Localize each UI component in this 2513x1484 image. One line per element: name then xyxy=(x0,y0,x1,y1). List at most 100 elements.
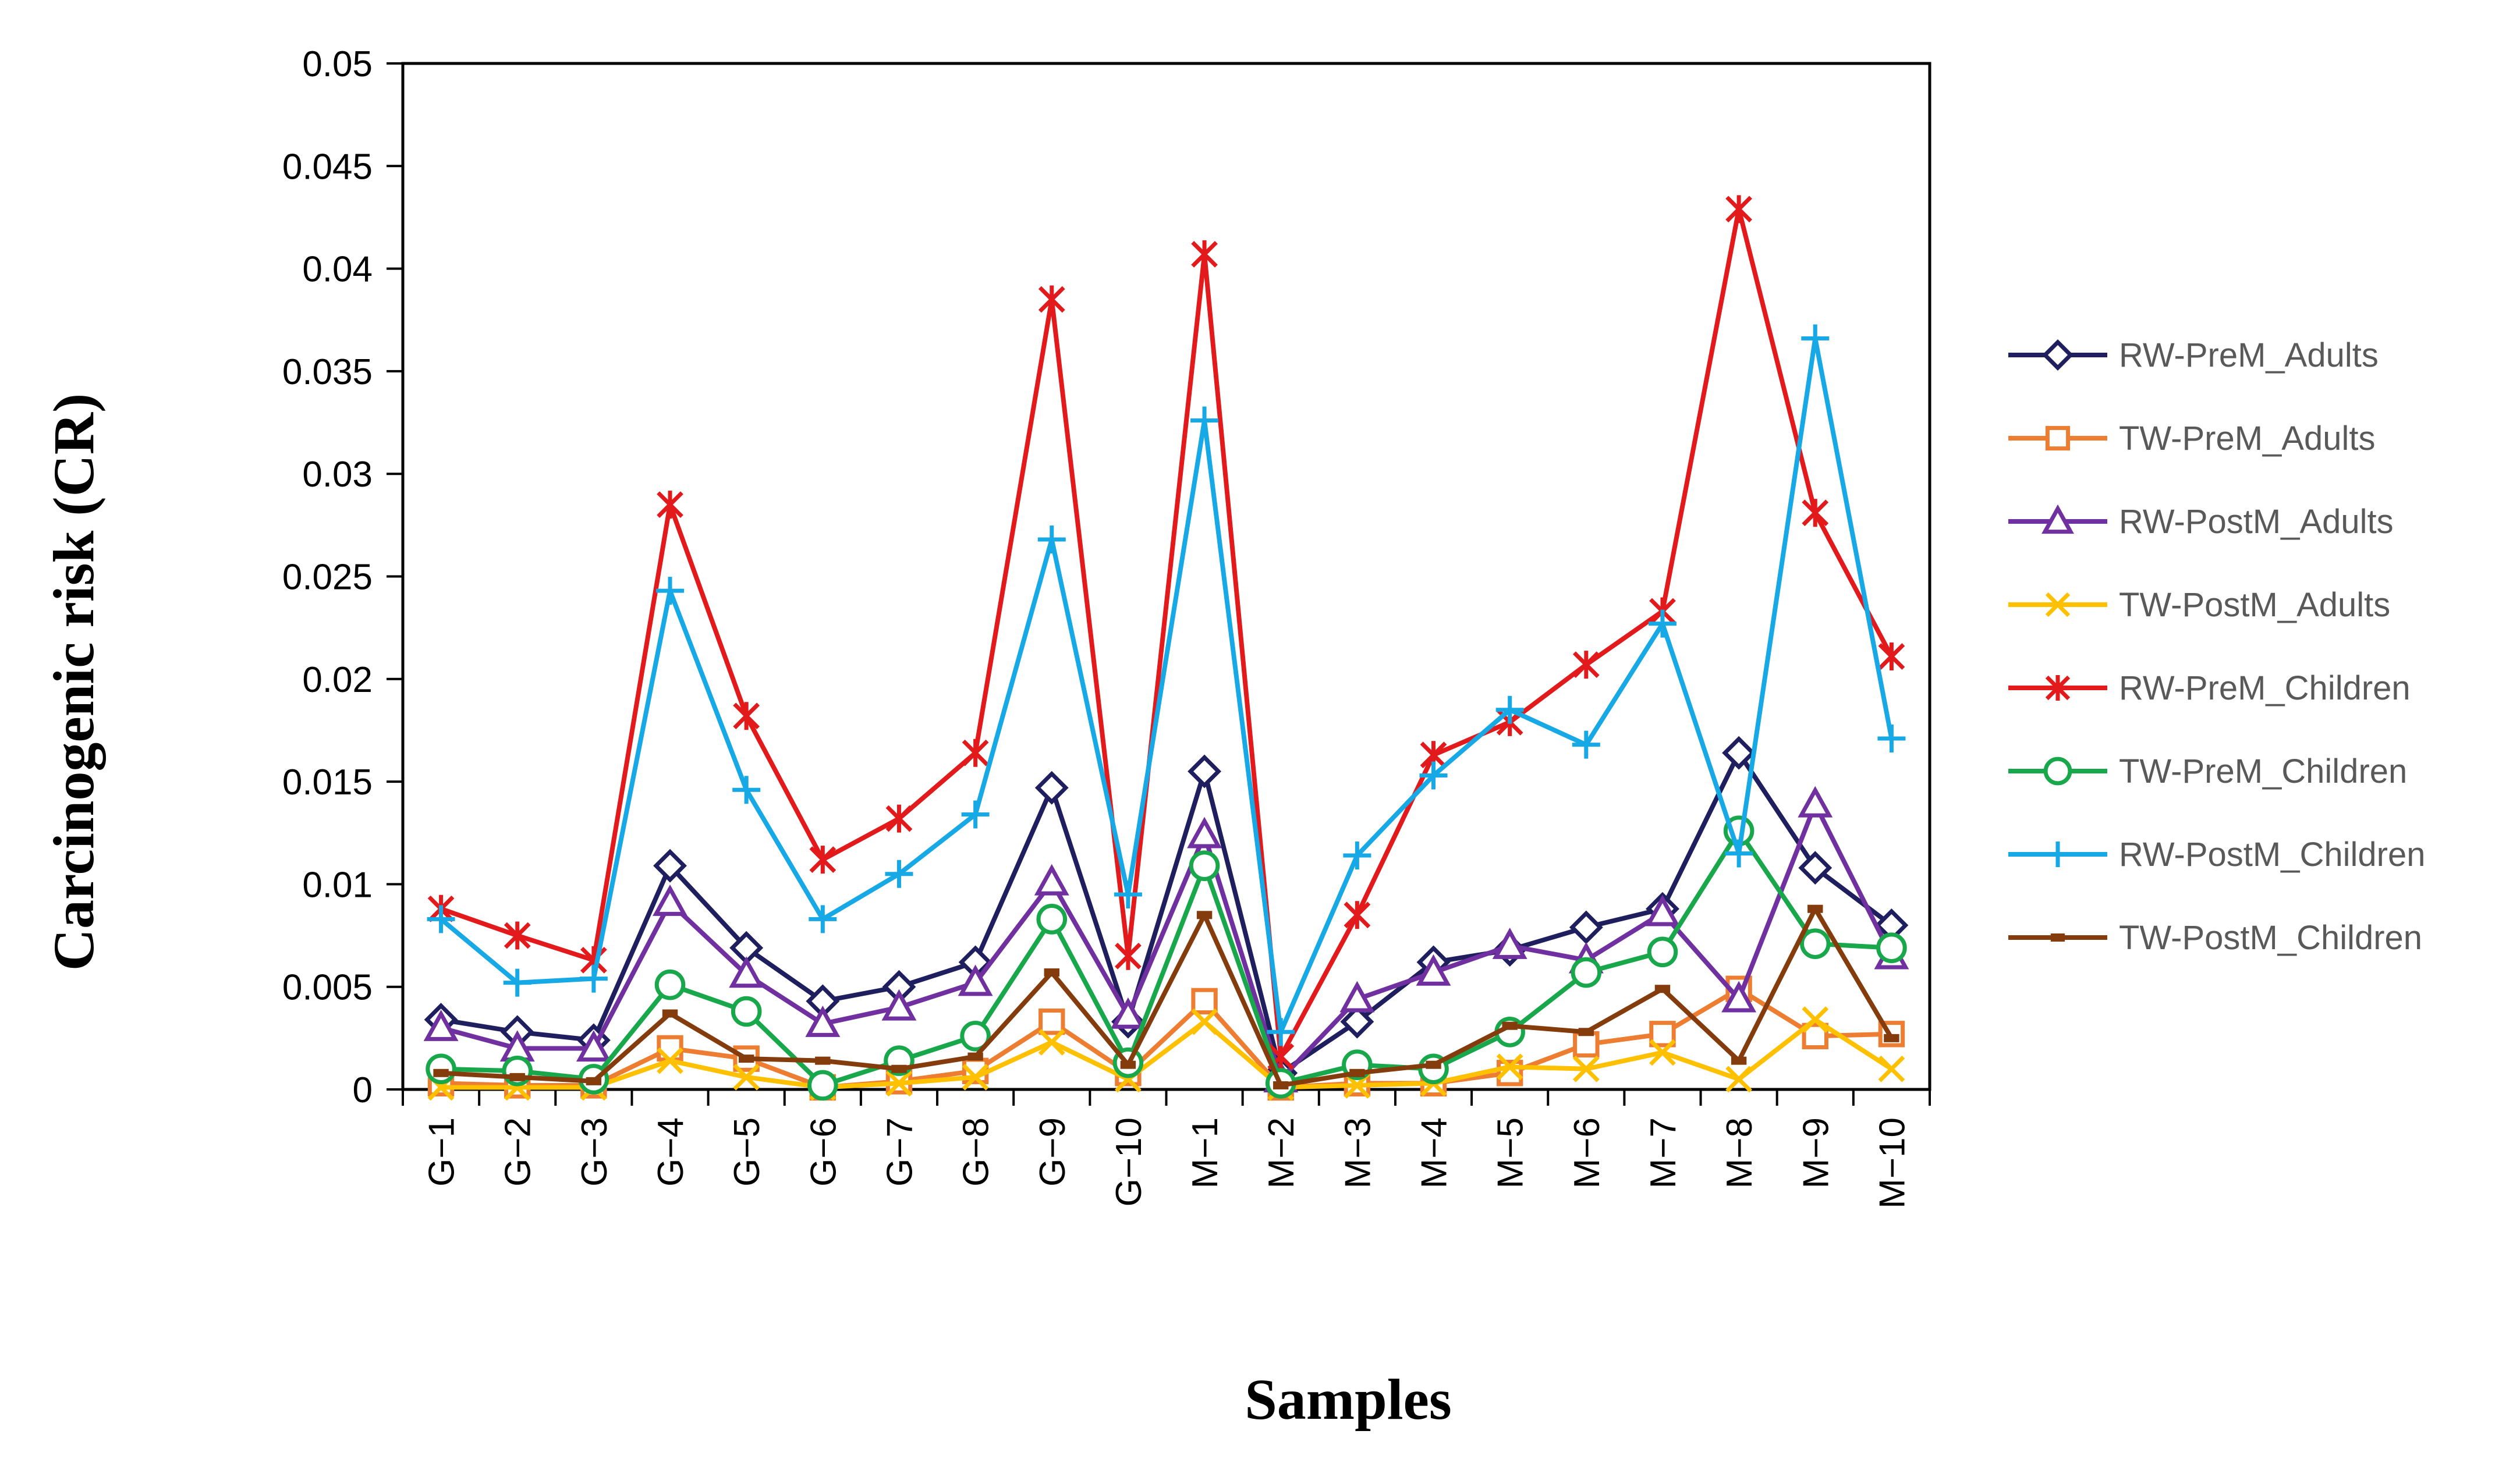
series-rw-postm-children xyxy=(427,324,1906,1046)
data-point xyxy=(1722,736,1756,770)
legend-marker xyxy=(2041,504,2074,534)
data-point xyxy=(1572,730,1600,759)
series-rw-prem-adults xyxy=(424,736,1909,1090)
legend-item-rw-prem-adults: RW-PreM_Adults xyxy=(2008,336,2379,374)
x-tick-label: M−10 xyxy=(1872,1117,1912,1209)
legend-marker xyxy=(2045,592,2071,617)
x-tick-label: M−1 xyxy=(1185,1117,1225,1188)
series-line xyxy=(440,207,1894,1059)
data-point xyxy=(1569,910,1603,945)
data-point xyxy=(1426,1060,1441,1069)
legend-item-rw-postm-children: RW-PostM_Children xyxy=(2008,836,2425,874)
data-point xyxy=(1044,968,1059,977)
x-tick-label: M−8 xyxy=(1720,1117,1760,1188)
data-point xyxy=(1731,1056,1747,1065)
legend-item-tw-postm-children: TW-PostM_Children xyxy=(2008,919,2422,957)
data-point xyxy=(503,968,531,997)
data-point xyxy=(1807,904,1823,913)
data-point xyxy=(1115,942,1142,970)
data-point xyxy=(1110,997,1146,1029)
data-point xyxy=(1034,771,1069,805)
series-rw-prem-children xyxy=(427,195,1905,1071)
data-point xyxy=(1654,985,1671,993)
data-point xyxy=(662,1009,678,1018)
data-point xyxy=(1038,1008,1065,1035)
legend-label: RW-PreM_Adults xyxy=(2119,336,2379,374)
data-point xyxy=(1038,285,1065,314)
legend-label: RW-PostM_Children xyxy=(2119,836,2425,874)
data-point xyxy=(579,964,608,993)
data-point xyxy=(1802,499,1829,527)
data-point xyxy=(885,1070,913,1097)
y-tick-label: 0.04 xyxy=(302,250,373,290)
x-tick-label: M−6 xyxy=(1567,1117,1607,1188)
data-point xyxy=(961,800,990,829)
y-tick-label: 0.05 xyxy=(302,44,373,84)
data-point xyxy=(1802,1006,1829,1033)
data-point xyxy=(1196,911,1213,919)
data-point xyxy=(586,1077,602,1085)
data-point xyxy=(967,1052,983,1061)
data-point xyxy=(657,1035,683,1062)
data-point xyxy=(1340,1004,1374,1039)
series-line xyxy=(441,906,1894,1088)
legend-item-rw-prem-children: RW-PreM_Children xyxy=(2008,669,2411,707)
y-tick-label: 0.005 xyxy=(282,968,373,1008)
legend-marker xyxy=(2045,675,2071,701)
data-point xyxy=(427,905,455,933)
data-point xyxy=(1721,981,1757,1013)
data-point xyxy=(1191,988,1218,1015)
data-point xyxy=(1878,1055,1905,1082)
legend-item-tw-prem-children: TW-PreM_Children xyxy=(2008,752,2407,790)
data-point xyxy=(1645,894,1680,926)
y-tick-label: 0.01 xyxy=(302,865,373,905)
legend-marker xyxy=(2043,757,2072,786)
x-tick-label: G−8 xyxy=(956,1117,997,1187)
data-point xyxy=(1578,1028,1594,1036)
legend-marker xyxy=(2045,425,2071,451)
data-point xyxy=(805,1005,841,1037)
data-point xyxy=(1884,1034,1899,1042)
legend-label: TW-PreM_Adults xyxy=(2119,420,2375,457)
data-point xyxy=(1647,936,1678,968)
data-point xyxy=(809,905,837,933)
data-point xyxy=(1573,1031,1600,1058)
x-tick-label: M−7 xyxy=(1643,1117,1683,1188)
data-point xyxy=(1191,1008,1218,1035)
data-point xyxy=(738,1055,754,1063)
data-point xyxy=(656,577,685,605)
data-point xyxy=(1349,1068,1365,1077)
y-tick-label: 0.02 xyxy=(302,660,373,700)
data-point xyxy=(809,846,837,874)
data-point xyxy=(1343,842,1371,870)
data-point xyxy=(815,1056,831,1065)
data-point xyxy=(1572,651,1600,679)
data-point xyxy=(1725,839,1753,868)
data-point xyxy=(1038,1029,1065,1056)
data-point xyxy=(733,702,760,730)
data-point xyxy=(958,964,993,996)
data-point xyxy=(423,1010,459,1041)
data-point xyxy=(1273,1081,1289,1089)
y-tick-label: 0.035 xyxy=(282,352,373,392)
y-axis-title: Carcinogenic risk (CR) xyxy=(41,393,106,971)
legend-label: TW-PostM_Children xyxy=(2119,919,2422,957)
data-point xyxy=(504,921,531,950)
data-point xyxy=(1878,642,1905,671)
y-tick-label: 0.025 xyxy=(282,558,373,598)
x-tick-label: G−4 xyxy=(651,1117,691,1187)
data-point xyxy=(1801,324,1830,353)
x-tick-label: G−3 xyxy=(575,1117,615,1187)
y-axis: 0 0.005 0.01 0.015 0.02 0.025 0.03 0.035 0.04 0.0… xyxy=(282,44,403,1110)
x-tick-label: G−7 xyxy=(880,1117,920,1187)
legend-label: TW-PostM_Adults xyxy=(2119,586,2390,624)
data-point xyxy=(1725,195,1752,223)
data-point xyxy=(1496,1053,1523,1081)
data-point xyxy=(1648,609,1676,638)
x-tick-label: G−1 xyxy=(422,1117,462,1187)
x-tick-label: G−6 xyxy=(803,1117,843,1187)
data-point xyxy=(807,1070,838,1101)
y-tick-label: 0.045 xyxy=(282,147,373,187)
